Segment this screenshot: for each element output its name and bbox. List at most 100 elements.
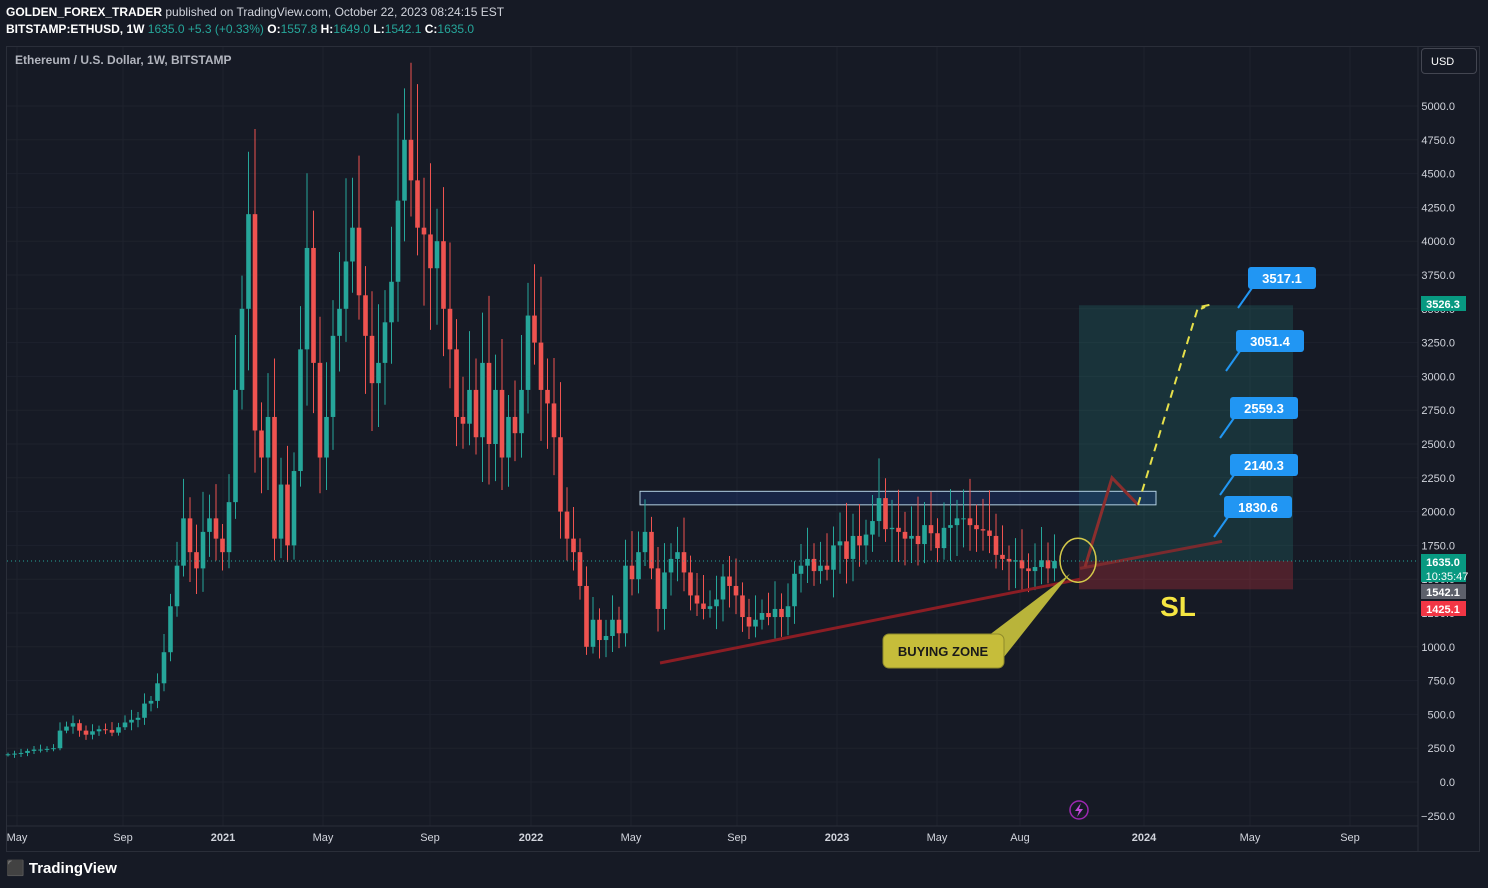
y-tick-label: 4500.0 (1421, 169, 1455, 181)
price-tag-value: 1635.0 (1426, 557, 1460, 569)
candle-body (298, 349, 303, 472)
y-tick-label: 4000.0 (1421, 236, 1455, 248)
candle-body (824, 565, 830, 570)
candle-body (603, 635, 609, 641)
y-tick-label: 250.0 (1427, 743, 1455, 755)
target-pointer (1219, 474, 1235, 496)
candle-body (525, 315, 531, 390)
candle-body (1052, 560, 1057, 569)
price-tag-box (1421, 584, 1466, 599)
price-tag-value: 3526.3 (1426, 299, 1460, 311)
candle-body (785, 606, 791, 618)
candle-body (194, 552, 199, 569)
candle-body (701, 603, 706, 609)
candle-body (675, 552, 680, 559)
candle-body (668, 558, 674, 573)
target-box (1236, 330, 1304, 352)
candle-body (486, 362, 492, 444)
candle-body (109, 729, 115, 733)
candle-body (369, 335, 375, 384)
candle-body (77, 723, 82, 731)
candle-body (259, 430, 264, 458)
candle-body (551, 403, 557, 438)
candle-body (746, 617, 752, 627)
candle-body (577, 552, 583, 586)
candle-body (317, 362, 323, 458)
candle-body (811, 558, 817, 572)
price-axis-tags: 3526.3 1635.0 1542.1 1425.1 10:35:47 (1421, 296, 1468, 616)
x-tick-label: Sep (113, 832, 133, 844)
candle-body (961, 518, 966, 520)
candle-body (1006, 558, 1012, 562)
candle-body (753, 619, 758, 627)
y-tick-label: 2250.0 (1421, 473, 1455, 485)
price-tag-value: 1425.1 (1426, 604, 1460, 616)
currency-button[interactable]: USD (1421, 48, 1477, 74)
candle-body (311, 247, 316, 363)
x-tick-label: 2021 (211, 832, 235, 844)
buying-zone-ellipse (1059, 537, 1097, 584)
candle-body (980, 529, 986, 531)
candle-body (434, 241, 440, 269)
y-tick-label: 5000.0 (1421, 101, 1455, 113)
candle-body (5, 754, 11, 756)
candle-body (402, 139, 407, 201)
target-label: 3517.1 (1237, 267, 1316, 309)
candle-body (155, 683, 160, 701)
author-name[interactable]: GOLDEN_FOREX_TRADER (6, 5, 163, 19)
candle-body (285, 484, 290, 546)
candle-body (441, 241, 446, 309)
candle-body (831, 545, 836, 570)
candle-body (727, 576, 732, 586)
candle-body (987, 530, 992, 536)
candle-body (44, 748, 50, 750)
candle-body (447, 308, 453, 350)
buying-zone-label: BUYING ZONE (898, 644, 989, 659)
price-axis: 5000.04750.04500.04250.04000.03750.03500… (7, 47, 1455, 851)
candle-body (584, 585, 589, 647)
target-value: 2140.3 (1244, 458, 1284, 473)
last-price: 1635.0 (147, 22, 185, 36)
candle-body (25, 750, 30, 753)
candle-body (161, 652, 167, 684)
candle-body (967, 518, 973, 526)
candle-body (12, 753, 17, 755)
y-tick-label: 2000.0 (1421, 507, 1455, 519)
target-box (1248, 267, 1316, 289)
candle-body (1000, 554, 1005, 559)
candle-body (876, 498, 882, 522)
candle-body (83, 730, 89, 735)
price-tag-box (1421, 601, 1466, 616)
y-tick-label: 3000.0 (1421, 371, 1455, 383)
candle-body (935, 533, 940, 549)
price-tag-value: 1542.1 (1426, 587, 1460, 599)
open-value: 1557.8 (280, 22, 318, 36)
candle-body (941, 527, 947, 549)
candle-body (376, 362, 381, 384)
candle-body (564, 511, 570, 539)
candle-body (64, 726, 69, 731)
candle-body (70, 723, 76, 727)
chart-pane[interactable] (6, 46, 1480, 852)
candle-body (96, 729, 102, 732)
candle-body (395, 200, 401, 282)
candle-body (473, 389, 479, 438)
candle-body (1026, 568, 1031, 572)
y-tick-label: 4250.0 (1421, 202, 1455, 214)
candle-body (597, 619, 602, 641)
candle-body (122, 722, 128, 728)
candle-body (480, 362, 485, 438)
candle-body (467, 389, 472, 424)
candle-body (636, 552, 641, 580)
candle-body (837, 541, 843, 546)
candle-body (902, 531, 908, 539)
candle-body (519, 389, 524, 434)
candle-body (330, 335, 336, 417)
close-value: 1635.0 (437, 22, 475, 36)
candle-body (772, 608, 778, 618)
candle-body (863, 534, 869, 546)
tradingview-logo[interactable]: ⬛ TradingView (6, 859, 117, 877)
candle-body (506, 416, 511, 458)
